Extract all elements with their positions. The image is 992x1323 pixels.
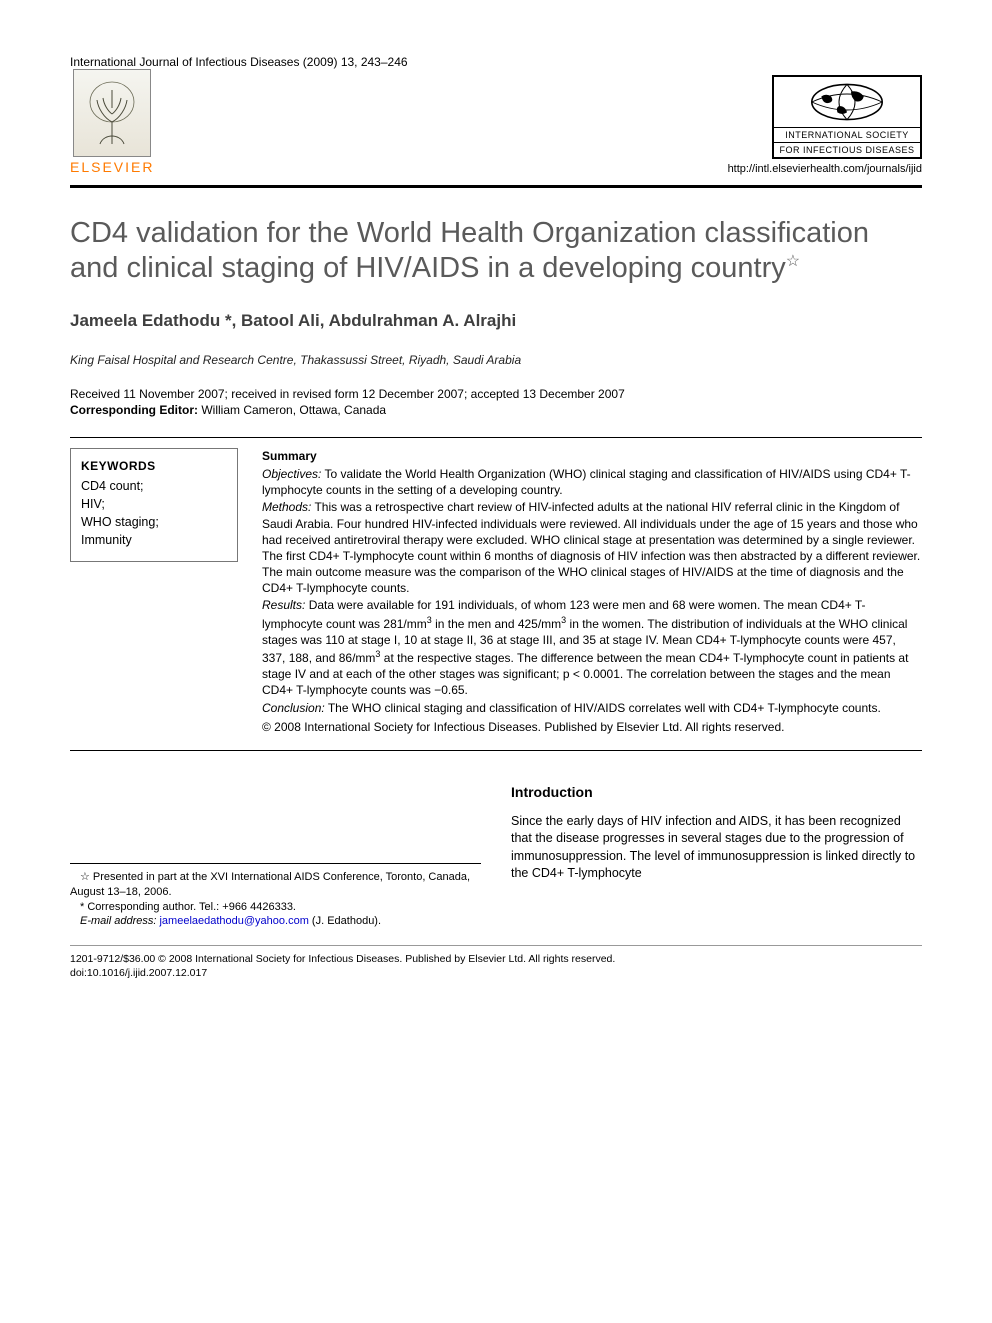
journal-reference: International Journal of Infectious Dise… (70, 55, 922, 69)
author-2: Batool Ali (241, 311, 320, 330)
footnote-corr-text: Corresponding author. Tel.: +966 4426333… (84, 901, 296, 913)
objectives-text: To validate the World Health Organizatio… (262, 467, 911, 497)
footer-copyright: 1201-9712/$36.00 © 2008 International So… (70, 952, 922, 966)
society-block: INTERNATIONAL SOCIETY FOR INFECTIOUS DIS… (728, 75, 922, 175)
summary-conclusion: Conclusion: The WHO clinical staging and… (262, 700, 922, 716)
elsevier-tree-icon (73, 69, 151, 157)
society-logo: INTERNATIONAL SOCIETY FOR INFECTIOUS DIS… (772, 75, 922, 159)
keywords-box: KEYWORDS CD4 count; HIV; WHO staging; Im… (70, 448, 238, 563)
footnote-email: E-mail address: jameelaedathodu@yahoo.co… (70, 914, 481, 929)
elsevier-logo: ELSEVIER (70, 69, 154, 175)
footnote-corresponding: * Corresponding author. Tel.: +966 44263… (70, 900, 481, 915)
footnote-star-text: Presented in part at the XVI Internation… (70, 871, 470, 898)
right-column: Introduction Since the early days of HIV… (511, 783, 922, 929)
summary-head: Summary (262, 448, 922, 464)
society-label-1: INTERNATIONAL SOCIETY (774, 127, 920, 142)
objectives-label: Objectives: (262, 467, 321, 481)
journal-url[interactable]: http://intl.elsevierhealth.com/journals/… (728, 163, 922, 175)
keyword-item: CD4 count; (81, 477, 227, 495)
conclusion-text: The WHO clinical staging and classificat… (325, 701, 881, 715)
author-3: Abdulrahman A. Alrajhi (329, 311, 517, 330)
email-tail: (J. Edathodu). (309, 915, 381, 927)
introduction-paragraph: Since the early days of HIV infection an… (511, 813, 922, 883)
keyword-item: HIV; (81, 495, 227, 513)
article-title: CD4 validation for the World Health Orga… (70, 216, 922, 287)
elsevier-wordmark: ELSEVIER (70, 159, 154, 175)
summary-objectives: Objectives: To validate the World Health… (262, 466, 922, 498)
star-icon: ☆ (80, 871, 90, 883)
results-text-2: in the men and 425/mm (432, 617, 561, 631)
keyword-item: WHO staging; (81, 513, 227, 531)
article-dates: Received 11 November 2007; received in r… (70, 387, 922, 401)
footnote-star: ☆ Presented in part at the XVI Internati… (70, 870, 481, 900)
title-text: CD4 validation for the World Health Orga… (70, 217, 869, 284)
left-column: ☆ Presented in part at the XVI Internati… (70, 783, 481, 929)
email-label: E-mail address: (80, 915, 156, 927)
corresponding-mark: * (225, 311, 232, 330)
keywords-head: KEYWORDS (81, 459, 227, 473)
summary-methods: Methods: This was a retrospective chart … (262, 499, 922, 596)
title-footnote-star-icon: ☆ (786, 253, 800, 270)
email-link[interactable]: jameelaedathodu@yahoo.com (159, 915, 308, 927)
editor-label: Corresponding Editor: (70, 403, 198, 417)
introduction-head: Introduction (511, 783, 922, 803)
summary-copyright: © 2008 International Society for Infecti… (262, 719, 922, 735)
footnotes-block: ☆ Presented in part at the XVI Internati… (70, 863, 481, 929)
conclusion-label: Conclusion: (262, 701, 325, 715)
body-columns: ☆ Presented in part at the XVI Internati… (70, 783, 922, 929)
corresponding-editor: Corresponding Editor: William Cameron, O… (70, 403, 922, 417)
summary-results: Results: Data were available for 191 ind… (262, 597, 922, 698)
globe-icon (774, 77, 920, 127)
author-1: Jameela Edathodu (70, 311, 220, 330)
page-footer: 1201-9712/$36.00 © 2008 International So… (70, 945, 922, 980)
editor-name: William Cameron, Ottawa, Canada (201, 403, 386, 417)
summary-block: Summary Objectives: To validate the Worl… (262, 448, 922, 736)
keyword-item: Immunity (81, 531, 227, 549)
methods-label: Methods: (262, 500, 311, 514)
society-label-2: FOR INFECTIOUS DISEASES (774, 142, 920, 157)
header-rule (70, 185, 922, 188)
abstract-row: KEYWORDS CD4 count; HIV; WHO staging; Im… (70, 437, 922, 751)
authors-line: Jameela Edathodu *, Batool Ali, Abdulrah… (70, 311, 922, 331)
methods-text: This was a retrospective chart review of… (262, 500, 920, 595)
header-logos-row: ELSEVIER INTERNATIONAL SOCIETY FOR INFEC… (70, 69, 922, 175)
results-label: Results: (262, 598, 305, 612)
footer-doi: doi:10.1016/j.ijid.2007.12.017 (70, 966, 922, 980)
affiliation: King Faisal Hospital and Research Centre… (70, 353, 922, 367)
